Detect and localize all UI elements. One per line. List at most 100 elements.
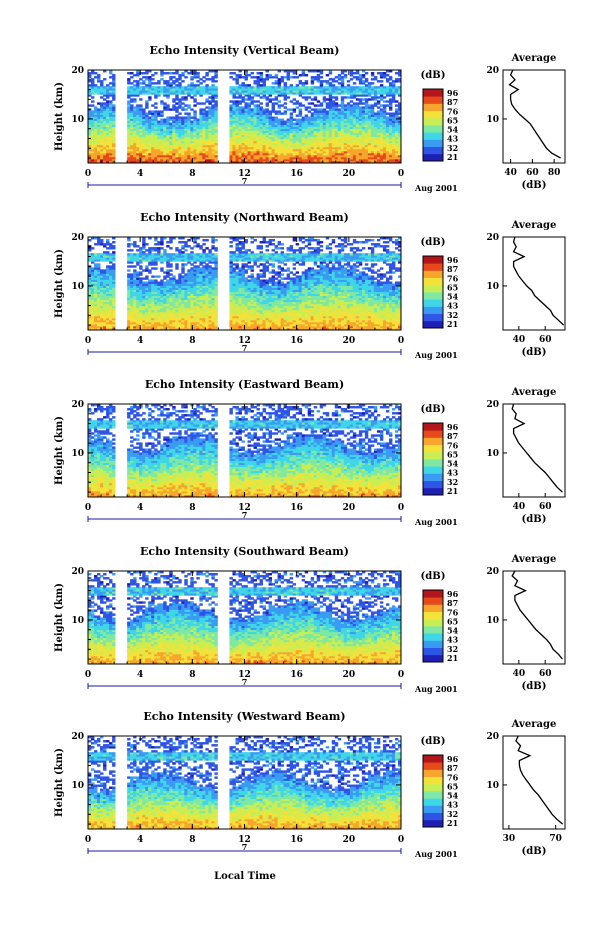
- heatmap-cell: [272, 82, 275, 84]
- heatmap-cell: [148, 117, 151, 119]
- heatmap-cell: [169, 117, 172, 119]
- heatmap-cell: [395, 100, 398, 102]
- heatmap-cell: [154, 106, 157, 108]
- heatmap-cell: [160, 100, 163, 102]
- x-tick-label: 16: [290, 169, 303, 179]
- heatmap-cell: [157, 80, 160, 82]
- heatmap-cell: [356, 76, 359, 78]
- heatmap-cell: [205, 72, 208, 74]
- heatmap-cell: [205, 98, 208, 100]
- heatmap-cell: [374, 86, 377, 88]
- heatmap-cell: [211, 76, 214, 78]
- heatmap-cell: [245, 102, 248, 104]
- colorbar-swatch: [423, 103, 443, 111]
- heatmap-cell: [208, 78, 211, 80]
- heatmap-cell: [97, 102, 100, 104]
- heatmap-cell: [130, 98, 133, 100]
- heatmap-cell: [229, 72, 232, 74]
- heatmap-cell: [151, 110, 154, 112]
- heatmap-cell: [278, 104, 281, 106]
- heatmap-cell: [97, 74, 100, 76]
- heatmap-cell: [91, 96, 94, 98]
- heatmap-cell: [344, 86, 347, 88]
- heatmap-cell: [97, 86, 100, 88]
- heatmap-cell: [151, 78, 154, 80]
- heatmap-cell: [184, 112, 187, 114]
- avg-x-tick-label: 40: [504, 168, 517, 178]
- heatmap-cell: [178, 112, 181, 114]
- heatmap-cell: [88, 239, 91, 241]
- date-marker: 7: [242, 176, 248, 186]
- heatmap-cell: [359, 98, 362, 100]
- heatmap-cell: [275, 74, 278, 76]
- date-label: Aug 2001: [414, 183, 458, 193]
- heatmap-cell: [103, 243, 106, 245]
- heatmap-cell: [172, 117, 175, 119]
- heatmap-cell: [103, 251, 106, 253]
- heatmap-cell: [214, 86, 217, 88]
- heatmap-cell: [383, 100, 386, 102]
- heatmap-cell: [238, 106, 241, 108]
- heatmap-cell: [356, 102, 359, 104]
- heatmap-cell: [163, 86, 166, 88]
- heatmap-cell: [232, 72, 235, 74]
- heatmap-cell: [380, 104, 383, 106]
- heatmap-cell: [94, 84, 97, 86]
- heatmap-cell: [103, 98, 106, 100]
- heatmap-cell: [296, 119, 299, 121]
- heatmap-cell: [389, 76, 392, 78]
- heatmap-cell: [175, 84, 178, 86]
- heatmap-cell: [145, 76, 148, 78]
- heatmap-cell: [94, 76, 97, 78]
- heatmap-cell: [181, 80, 184, 82]
- heatmap-cell: [88, 80, 91, 82]
- heatmap-cell: [299, 74, 302, 76]
- heatmap-cell: [386, 104, 389, 106]
- heatmap-cell: [329, 82, 332, 84]
- heatmap-cell: [175, 106, 178, 108]
- x-tick-label: 20: [343, 169, 356, 179]
- heatmap-cell: [196, 119, 199, 121]
- heatmap-cell: [299, 119, 302, 121]
- heatmap-cell: [281, 104, 284, 106]
- heatmap-cell: [106, 265, 109, 267]
- heatmap-cell: [205, 106, 208, 108]
- heatmap-cell: [284, 76, 287, 78]
- heatmap-cell: [377, 80, 380, 82]
- heatmap-cell: [91, 110, 94, 112]
- heatmap-cell: [293, 119, 296, 121]
- heatmap-cell: [208, 100, 211, 102]
- heatmap-cell: [254, 100, 257, 102]
- heatmap-cell: [94, 243, 97, 245]
- heatmap-cell: [323, 86, 326, 88]
- heatmap-cells: [88, 70, 401, 163]
- heatmap-cell: [305, 80, 308, 82]
- heatmap-cell: [296, 106, 299, 108]
- heatmap-cell: [232, 86, 235, 88]
- heatmap-cell: [386, 74, 389, 76]
- heatmap-cell: [190, 96, 193, 98]
- heatmap-cell: [139, 98, 142, 100]
- heatmap-cell: [172, 86, 175, 88]
- heatmap-cell: [263, 108, 266, 110]
- heatmap-cell: [362, 80, 365, 82]
- heatmap-cell: [344, 104, 347, 106]
- heatmap-cell: [199, 78, 202, 80]
- heatmap-cell: [127, 86, 130, 88]
- heatmap-cell: [154, 72, 157, 74]
- x-tick-label: 8: [189, 169, 195, 179]
- heatmap-cell: [154, 110, 157, 112]
- heatmap-cell: [284, 82, 287, 84]
- heatmap-cell: [172, 80, 175, 82]
- heatmap-cell: [109, 243, 112, 245]
- heatmap-cell: [154, 86, 157, 88]
- heatmap-cell: [281, 112, 284, 114]
- heatmap-cell: [184, 76, 187, 78]
- heatmap-cell: [214, 100, 217, 102]
- heatmap-cell: [266, 96, 269, 98]
- heatmap-cell: [347, 102, 350, 104]
- heatmap-cell: [241, 106, 244, 108]
- heatmap-cell: [208, 86, 211, 88]
- heatmap-cell: [332, 96, 335, 98]
- heatmap-cell: [287, 86, 290, 88]
